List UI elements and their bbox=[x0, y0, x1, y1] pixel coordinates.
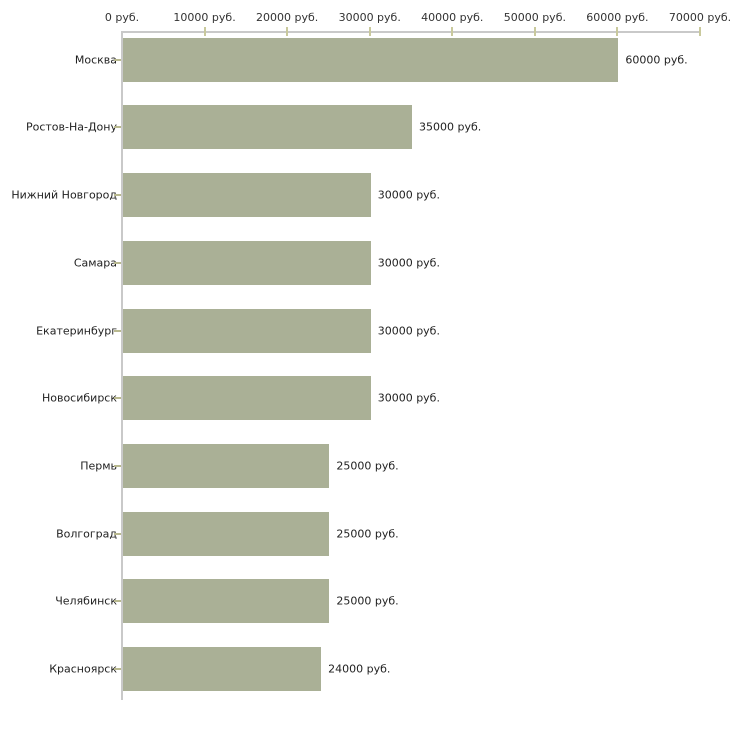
bar-1 bbox=[123, 37, 619, 82]
category-label: Волгоград bbox=[56, 527, 117, 541]
x-axis-tick-mark bbox=[368, 27, 371, 36]
x-axis-tick-label: 20000 руб. bbox=[256, 11, 319, 24]
category-label: Москва bbox=[74, 53, 117, 67]
category-tick-mark bbox=[114, 397, 121, 400]
x-axis-tick-mark bbox=[451, 27, 454, 36]
category-tick-mark bbox=[114, 464, 121, 467]
category-label: Нижний Новгород bbox=[11, 188, 117, 202]
x-axis-tick-label: 40000 руб. bbox=[421, 11, 484, 24]
x-axis-tick-label: 30000 руб. bbox=[338, 11, 401, 24]
category-label: Красноярск bbox=[49, 662, 117, 676]
category-tick-mark bbox=[114, 126, 121, 129]
y-axis-line bbox=[121, 31, 123, 700]
value-label: 35000 руб. bbox=[419, 120, 482, 134]
category-tick-mark bbox=[114, 600, 121, 603]
value-label: 25000 руб. bbox=[336, 527, 399, 541]
x-axis-tick-label: 70000 руб. bbox=[668, 11, 730, 24]
bar-4 bbox=[123, 240, 371, 285]
value-label: 30000 руб. bbox=[377, 256, 440, 270]
x-axis-tick-label: 10000 руб. bbox=[173, 11, 236, 24]
category-tick-mark bbox=[114, 261, 121, 264]
bar-8 bbox=[123, 511, 330, 556]
bar-6 bbox=[123, 376, 371, 421]
x-axis-tick-mark bbox=[699, 27, 701, 36]
x-axis-tick-label: 50000 руб. bbox=[503, 11, 566, 24]
value-label: 30000 руб. bbox=[377, 188, 440, 202]
category-label: Новосибирск bbox=[41, 391, 117, 405]
value-label: 30000 руб. bbox=[377, 324, 440, 337]
category-tick-mark bbox=[114, 532, 121, 535]
value-label: 30000 руб. bbox=[377, 391, 440, 405]
category-tick-mark bbox=[114, 329, 121, 332]
category-label: Екатеринбург bbox=[36, 324, 117, 337]
value-label: 24000 руб. bbox=[328, 662, 391, 676]
category-tick-mark bbox=[114, 58, 121, 61]
value-label: 25000 руб. bbox=[336, 459, 399, 473]
category-label: Самара bbox=[73, 256, 117, 270]
x-axis-tick-mark bbox=[286, 27, 289, 36]
value-label: 60000 руб. bbox=[625, 53, 688, 67]
category-tick-mark bbox=[114, 194, 121, 197]
bar-7 bbox=[123, 443, 330, 488]
x-axis-line bbox=[121, 31, 701, 33]
bar-10 bbox=[123, 647, 322, 691]
x-axis-tick-mark bbox=[203, 27, 206, 36]
value-label: 25000 руб. bbox=[336, 594, 399, 608]
x-axis-tick-label: 0 руб. bbox=[104, 11, 140, 24]
category-label: Пермь bbox=[80, 459, 117, 473]
bar-2 bbox=[123, 105, 412, 150]
x-axis-tick-mark bbox=[533, 27, 536, 36]
x-axis-tick-label: 60000 руб. bbox=[586, 11, 649, 24]
category-label: Челябинск bbox=[55, 594, 117, 608]
category-label: Ростов-На-Дону bbox=[25, 120, 117, 134]
bar-3 bbox=[123, 173, 371, 218]
x-axis-tick-mark bbox=[616, 27, 619, 36]
bar-5 bbox=[123, 308, 371, 353]
category-tick-mark bbox=[114, 668, 121, 670]
bar-9 bbox=[123, 579, 330, 624]
